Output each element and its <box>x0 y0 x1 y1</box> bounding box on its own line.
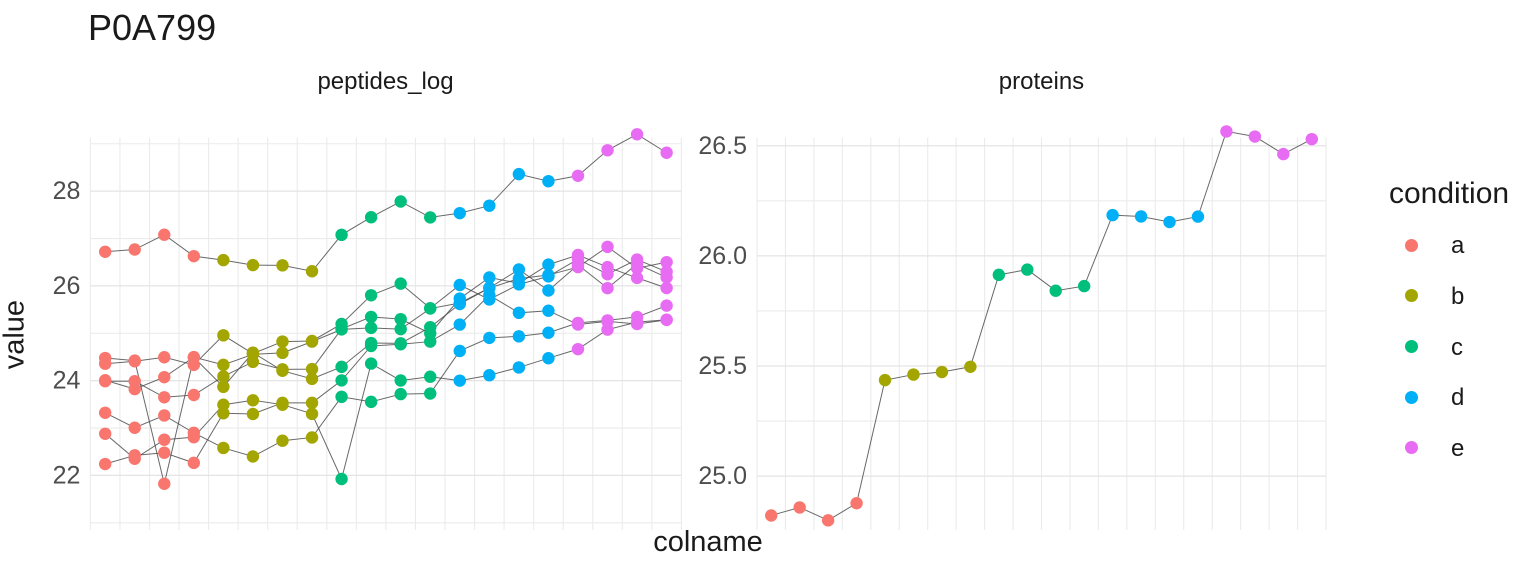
svg-text:26.0: 26.0 <box>698 242 747 270</box>
svg-text:26: 26 <box>53 272 81 300</box>
svg-text:26.5: 26.5 <box>698 132 747 160</box>
svg-text:24: 24 <box>53 367 81 395</box>
svg-text:25.0: 25.0 <box>698 462 747 490</box>
svg-text:28: 28 <box>53 177 81 205</box>
svg-text:25.5: 25.5 <box>698 352 747 380</box>
svg-text:22: 22 <box>53 461 81 489</box>
